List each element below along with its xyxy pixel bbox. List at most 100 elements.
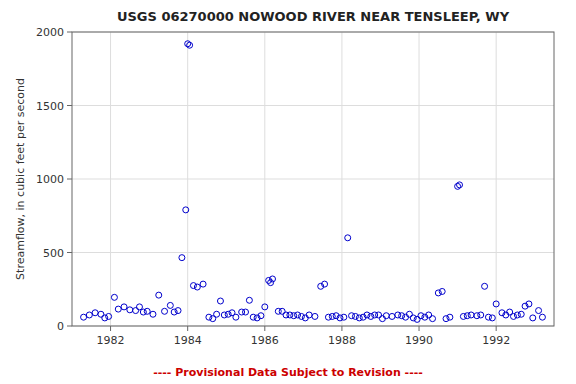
x-tick <box>496 326 497 331</box>
point <box>185 41 191 47</box>
grid-line <box>72 179 554 180</box>
axes: 1982198419861988199019920500100015002000 <box>36 26 510 347</box>
x-tick-label: 1986 <box>251 334 279 347</box>
point <box>200 281 206 287</box>
x-tick <box>110 326 111 331</box>
plot-frame <box>72 32 554 326</box>
point <box>233 314 239 320</box>
x-tick <box>187 326 188 331</box>
point <box>262 304 268 310</box>
point <box>406 311 412 317</box>
point <box>447 314 453 320</box>
x-tick-label: 1982 <box>97 334 125 347</box>
point <box>111 294 117 300</box>
point <box>81 314 87 320</box>
point <box>156 292 162 298</box>
point <box>206 314 212 320</box>
point <box>399 313 405 319</box>
point <box>144 308 150 314</box>
point <box>478 312 484 318</box>
point <box>468 312 474 318</box>
annotation: ---- Provisional Data Subject to Revisio… <box>153 366 423 379</box>
point <box>270 276 276 282</box>
y-tick <box>67 252 72 253</box>
point <box>214 311 220 317</box>
point <box>92 310 98 316</box>
point <box>225 311 231 317</box>
y-tick <box>67 326 72 327</box>
grid-line <box>72 252 554 253</box>
point <box>414 316 420 322</box>
x-tick-label: 1988 <box>328 334 356 347</box>
y-tick-label: 500 <box>43 247 64 260</box>
point <box>322 281 328 287</box>
point <box>518 311 524 317</box>
point <box>150 311 156 317</box>
point <box>418 313 424 319</box>
point <box>426 312 432 318</box>
y-axis-label: Streamflow, in cubic feet per second <box>14 78 27 280</box>
point <box>194 284 200 290</box>
point <box>171 309 177 315</box>
point <box>86 312 92 318</box>
point <box>106 313 112 319</box>
points <box>81 41 546 323</box>
y-tick-label: 1000 <box>36 173 64 186</box>
y-tick-label: 1500 <box>36 100 64 113</box>
point <box>526 301 532 307</box>
x-tick-label: 1992 <box>482 334 510 347</box>
point <box>530 315 536 321</box>
point <box>430 316 436 322</box>
grid <box>72 32 554 326</box>
point <box>187 42 193 48</box>
point <box>133 308 139 314</box>
chart: 1982198419861988199019920500100015002000… <box>0 0 576 384</box>
point <box>167 302 173 308</box>
point <box>306 312 312 318</box>
point <box>115 306 121 312</box>
point <box>389 313 395 319</box>
point <box>217 298 223 304</box>
point <box>511 313 517 319</box>
point <box>258 313 264 319</box>
point <box>136 304 142 310</box>
point <box>268 280 274 286</box>
point <box>455 183 461 189</box>
y-tick <box>67 179 72 180</box>
x-tick <box>341 326 342 331</box>
point <box>376 312 382 318</box>
point <box>279 308 285 314</box>
point <box>482 283 488 289</box>
point <box>364 312 370 318</box>
point <box>368 313 374 319</box>
point <box>243 309 249 315</box>
point <box>183 207 189 213</box>
point <box>489 315 495 321</box>
point <box>410 315 416 321</box>
point <box>352 313 358 319</box>
point <box>175 308 181 314</box>
point <box>536 308 542 314</box>
grid-line <box>72 105 554 106</box>
point <box>190 283 196 289</box>
point <box>121 304 127 310</box>
point <box>179 255 185 261</box>
point <box>298 313 304 319</box>
y-tick <box>67 32 72 33</box>
point <box>383 313 389 319</box>
point <box>162 308 168 314</box>
title: USGS 06270000 NOWOOD RIVER NEAR TENSLEEP… <box>117 9 510 24</box>
point <box>127 307 133 313</box>
y-tick-label: 0 <box>57 320 64 333</box>
x-tick <box>419 326 420 331</box>
point <box>102 315 108 321</box>
x-tick-label: 1984 <box>174 334 202 347</box>
point <box>435 290 441 296</box>
point <box>439 288 445 294</box>
point <box>345 235 351 241</box>
point <box>246 297 252 303</box>
point <box>312 313 318 319</box>
y-tick <box>67 105 72 106</box>
point <box>98 311 104 317</box>
point <box>295 312 301 318</box>
